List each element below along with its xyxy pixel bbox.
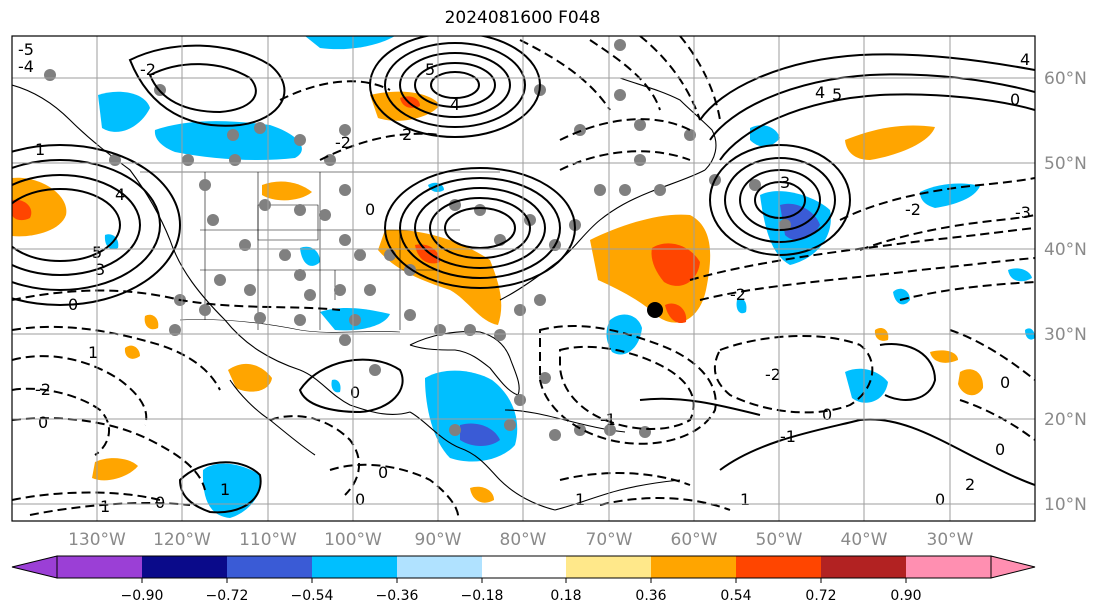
contour-label: 0: [38, 413, 48, 432]
contour-label: 0: [935, 490, 945, 509]
lon-label: 40°W: [841, 530, 888, 550]
contour-label: 3: [95, 260, 105, 279]
contour-label: -3: [1015, 203, 1031, 222]
colorbar: −0.90 −0.72 −0.54 −0.36 −0.18 0.18 0.36 …: [11, 555, 1036, 604]
map-frame: [11, 35, 1036, 522]
colorbar-tick-label: 0.36: [635, 588, 666, 604]
lat-label: 20°N: [1044, 410, 1087, 430]
colorbar-segment: [566, 556, 651, 578]
positive-anomaly-fills: [12, 91, 984, 503]
contour-label: 0: [365, 200, 375, 219]
lat-label: 30°N: [1044, 325, 1087, 345]
dashed-contours: [12, 36, 1035, 521]
map-plot-area: 5 4 4 5 3 0 1 -2 0 1 0 1 0 0 -2 -1 3 4 5…: [12, 36, 1035, 521]
lat-label: 40°N: [1044, 240, 1087, 260]
contour-label: -2: [765, 365, 781, 384]
graticule: [12, 36, 1035, 521]
contour-labels: 5 4 4 5 3 0 1 -2 0 1 0 1 0 0 -2 -1 3 4 5…: [18, 40, 1031, 516]
contour-label: -2: [335, 133, 351, 152]
contour-label: 4: [115, 185, 125, 204]
colorbar-extend-max: [990, 555, 1036, 579]
colorbar-tick-label: −0.54: [291, 588, 334, 604]
contour-label: -5: [18, 40, 34, 59]
colorbar-segment: [142, 556, 227, 578]
contour-label: 4: [450, 95, 460, 114]
colorbar-segment: [651, 556, 736, 578]
contour-label: 5: [425, 60, 435, 79]
colorbar-segment: [906, 556, 991, 578]
contour-label: 1: [100, 497, 110, 516]
colorbar-segment: [397, 556, 482, 578]
colorbar-tick-label: 0.18: [550, 588, 581, 604]
colorbar-segment: [821, 556, 906, 578]
contour-label: -1: [780, 427, 796, 446]
contour-label: 0: [378, 463, 388, 482]
lon-label: 100°W: [324, 530, 382, 550]
colorbar-tick-label: −0.18: [461, 588, 504, 604]
colorbar-tick-label: 0.72: [805, 588, 836, 604]
contour-label: -2: [905, 200, 921, 219]
contour-label: 0: [995, 440, 1005, 459]
solid-contours: [12, 36, 1035, 514]
contour-label: 0: [1010, 90, 1020, 109]
borders: [140, 171, 500, 333]
colorbar-tick-label: 0.54: [720, 588, 751, 604]
contour-label: 5: [832, 85, 842, 104]
lon-label: 30°W: [927, 530, 974, 550]
lat-label: 60°N: [1044, 69, 1087, 89]
lon-label: 80°W: [500, 530, 547, 550]
black-marker: [647, 302, 663, 318]
colorbar-extend-min: [11, 555, 58, 579]
latitude-labels: 60°N 50°N 40°N 30°N 20°N 10°N: [1044, 69, 1087, 515]
lon-label: 130°W: [68, 530, 126, 550]
contour-label: -2: [730, 285, 746, 304]
colorbar-tick-label: −0.36: [376, 588, 419, 604]
contour-label: 4: [1020, 50, 1030, 69]
lon-label: 110°W: [239, 530, 297, 550]
contour-label: 4: [815, 83, 825, 102]
contour-label: 0: [1000, 373, 1010, 392]
contour-label: 0: [822, 405, 832, 424]
contour-label: -4: [18, 57, 34, 76]
lat-label: 10°N: [1044, 495, 1087, 515]
colorbar-segment: [227, 556, 312, 578]
contour-label: 2: [402, 125, 412, 144]
colorbar-tick-label: 0.90: [890, 588, 921, 604]
colorbar-tick-label: −0.90: [121, 588, 164, 604]
contour-label: 0: [355, 490, 365, 509]
colorbar-tick-label: −0.72: [206, 588, 249, 604]
lat-label: 50°N: [1044, 154, 1087, 174]
lon-label: 60°W: [671, 530, 718, 550]
contour-label: 1: [740, 490, 750, 509]
contour-label: 0: [155, 493, 165, 512]
colorbar-segment: [57, 556, 142, 578]
contour-label: 2: [965, 475, 975, 494]
colorbar-segment: [482, 556, 566, 578]
map-title: 2024081600 F048: [444, 8, 601, 28]
lon-label: 120°W: [153, 530, 211, 550]
contour-label: -2: [140, 60, 156, 79]
strong-negative-fills: [460, 203, 820, 446]
colorbar-segment: [736, 556, 821, 578]
lon-label: 90°W: [415, 530, 462, 550]
contour-label: 1: [220, 480, 230, 499]
contour-label: 1: [35, 140, 45, 159]
contour-label: 3: [780, 173, 790, 192]
contour-label: 1: [575, 490, 585, 509]
colorbar-segment: [312, 556, 397, 578]
contour-label: 0: [350, 383, 360, 402]
lon-label: 70°W: [586, 530, 633, 550]
contour-label: 0: [68, 295, 78, 314]
contour-label: -2: [35, 380, 51, 399]
longitude-labels: 130°W 120°W 110°W 100°W 90°W 80°W 70°W 6…: [68, 530, 974, 550]
contour-label: 1: [88, 343, 98, 362]
lon-label: 50°W: [756, 530, 803, 550]
